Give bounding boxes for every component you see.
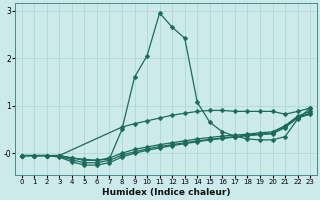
X-axis label: Humidex (Indice chaleur): Humidex (Indice chaleur) xyxy=(102,188,230,197)
